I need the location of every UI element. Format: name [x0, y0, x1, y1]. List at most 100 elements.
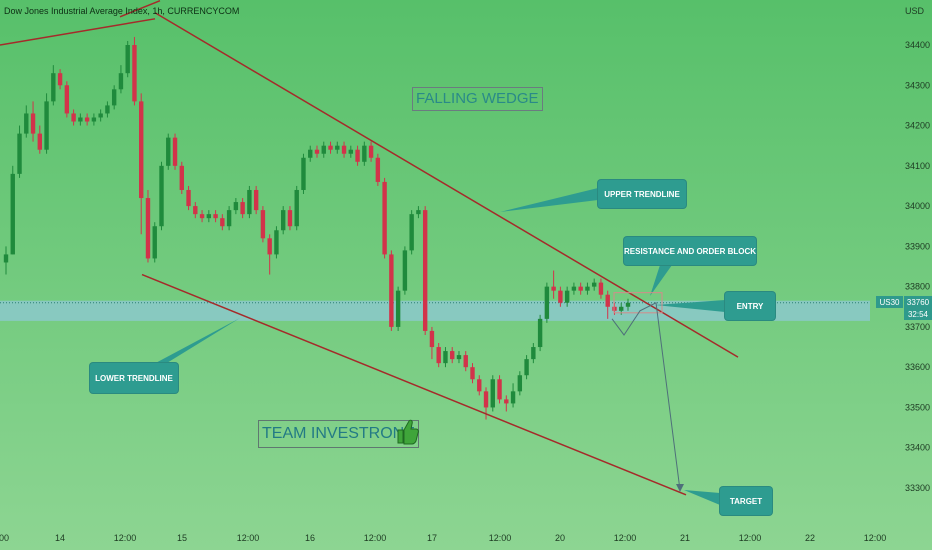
- candle-body: [220, 218, 225, 227]
- resistance-pointer: [650, 265, 672, 296]
- target-pointer: [684, 490, 720, 505]
- candle-body: [139, 101, 144, 199]
- countdown-tag: 32:54: [904, 308, 932, 320]
- team-label[interactable]: TEAM INVESTRONE: [258, 420, 419, 448]
- candle-body: [280, 210, 286, 231]
- order-block-box: [613, 292, 663, 314]
- falling-wedge-label[interactable]: FALLING WEDGE: [412, 87, 543, 111]
- currency-label: USD: [905, 6, 925, 16]
- candle-body: [531, 347, 536, 360]
- candle-body: [341, 145, 347, 154]
- x-tick-label: 22: [805, 533, 815, 543]
- lower-trendline-callout[interactable]: LOWER TRENDLINE: [90, 363, 178, 393]
- candle-body: [240, 202, 245, 215]
- y-tick-label: 33600: [905, 362, 930, 372]
- candle-body: [44, 101, 49, 150]
- candle-body: [517, 375, 523, 392]
- candle-body: [490, 379, 495, 408]
- lower-trendline-pointer: [150, 318, 240, 366]
- x-tick-label: 12:00: [114, 533, 137, 543]
- candle-body: [382, 181, 387, 255]
- upper-trendline-pointer: [500, 188, 598, 212]
- candle-body: [558, 290, 563, 303]
- x-tick-label: 00: [0, 533, 9, 543]
- candle-body: [321, 145, 326, 154]
- y-tick-label: 34400: [905, 40, 930, 50]
- candle-body: [179, 165, 184, 190]
- candle-body: [84, 117, 90, 122]
- candle-body: [578, 286, 583, 291]
- candle-body: [497, 379, 502, 400]
- x-tick-label: 17: [427, 533, 437, 543]
- candle-body: [362, 145, 367, 162]
- candle-body: [402, 250, 408, 291]
- y-tick-label: 33800: [905, 282, 930, 292]
- x-tick-label: 14: [55, 533, 65, 543]
- candle-body: [10, 173, 15, 255]
- candle-body: [287, 210, 293, 227]
- candle-body: [510, 391, 516, 404]
- candle-body: [105, 105, 110, 114]
- candle-body: [375, 157, 381, 182]
- candle-body: [429, 330, 435, 348]
- candle-body: [591, 282, 597, 287]
- x-tick-label: 12:00: [489, 533, 512, 543]
- candle-body: [267, 238, 272, 255]
- candle-body: [57, 73, 63, 86]
- candle-body: [328, 145, 333, 150]
- candle-body: [416, 210, 421, 215]
- candle-body: [598, 282, 604, 295]
- y-tick-label: 33500: [905, 402, 930, 412]
- y-tick-label: 33300: [905, 483, 930, 493]
- candle-body: [605, 294, 610, 307]
- thumbs-up-icon: [397, 419, 419, 445]
- target-callout[interactable]: TARGET: [720, 487, 772, 515]
- candle-body: [571, 286, 577, 291]
- candle-body: [226, 210, 232, 227]
- projection-arrowhead: [676, 484, 684, 493]
- entry-callout[interactable]: ENTRY: [725, 292, 775, 320]
- x-tick-label: 16: [305, 533, 315, 543]
- candle-body: [483, 391, 489, 408]
- candle-body: [463, 355, 468, 368]
- candle-body: [152, 226, 157, 259]
- x-tick-label: 20: [555, 533, 565, 543]
- candle-body: [172, 137, 178, 166]
- x-tick-label: 12:00: [739, 533, 762, 543]
- y-tick-label: 33400: [905, 443, 930, 453]
- y-tick-label: 34000: [905, 201, 930, 211]
- candle-body: [314, 149, 320, 154]
- candle-body: [537, 318, 543, 348]
- candle-body: [206, 214, 212, 219]
- x-tick-label: 12:00: [614, 533, 637, 543]
- candle-body: [450, 351, 455, 360]
- x-tick-label: 12:00: [864, 533, 887, 543]
- symbol-tag: US30: [876, 296, 903, 308]
- candle-body: [456, 355, 462, 360]
- candle-body: [3, 254, 9, 263]
- candle-body: [585, 286, 590, 291]
- candle-body: [145, 198, 151, 259]
- candle-body: [193, 206, 198, 215]
- x-tick-label: 15: [177, 533, 187, 543]
- current-price-tag: 33760: [904, 296, 932, 308]
- candle-body: [71, 113, 76, 122]
- candle-body: [368, 145, 374, 158]
- candle-body: [132, 45, 137, 102]
- resistance-callout[interactable]: RESISTANCE AND ORDER BLOCK: [624, 237, 756, 265]
- y-tick-label: 33700: [905, 322, 930, 332]
- candle-body: [409, 214, 414, 251]
- y-tick-label: 34200: [905, 121, 930, 131]
- projection-path: [611, 301, 681, 491]
- candle-body: [24, 113, 29, 134]
- upper-trendline-callout[interactable]: UPPER TRENDLINE: [598, 180, 686, 208]
- candle-body: [186, 189, 191, 207]
- candle-body: [389, 254, 394, 327]
- x-tick-label: 21: [680, 533, 690, 543]
- candle-body: [544, 286, 550, 319]
- candle-body: [125, 45, 130, 74]
- candle-body: [37, 133, 43, 150]
- entry-pointer: [655, 300, 725, 312]
